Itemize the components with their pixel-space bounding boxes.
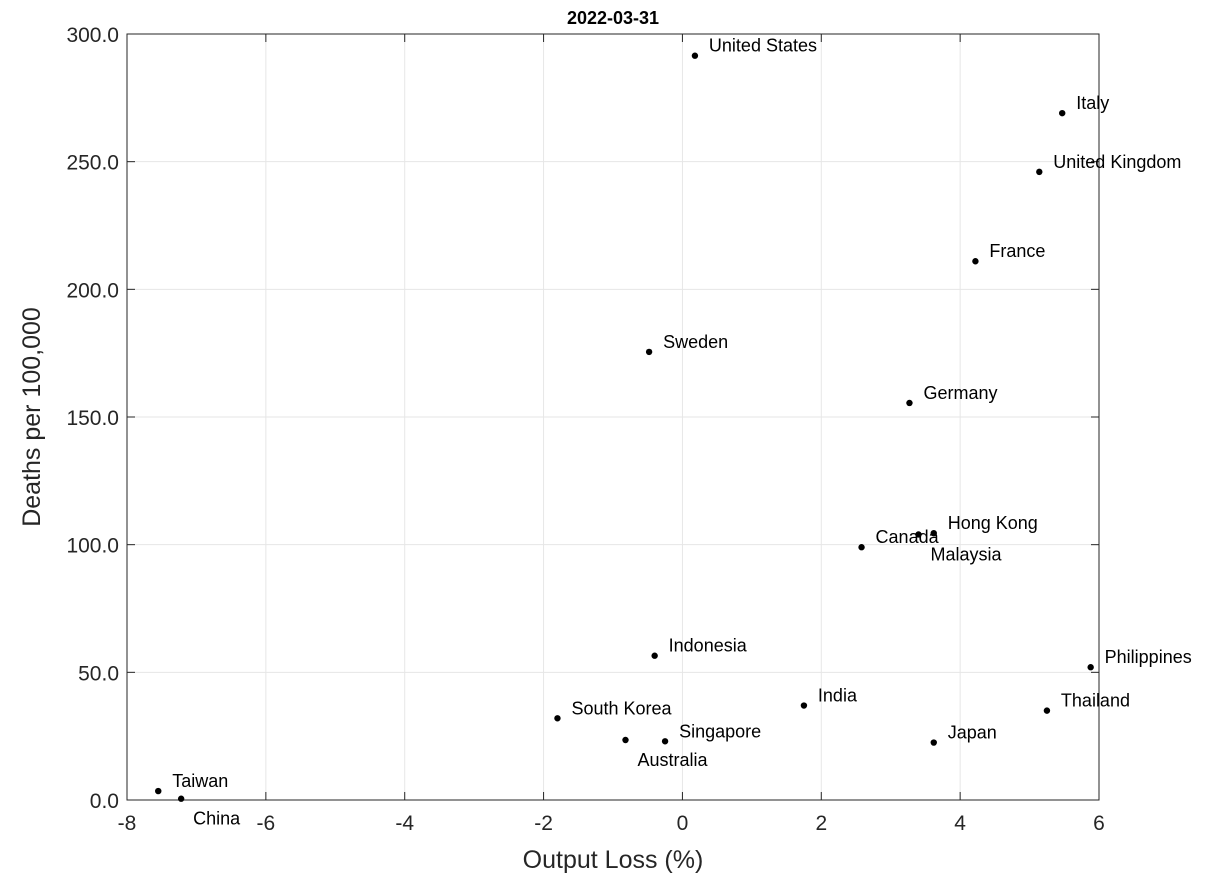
point-label: Singapore [679, 721, 761, 741]
point-label: Germany [923, 383, 997, 403]
axis-ticks [126, 33, 1100, 801]
data-point [651, 652, 658, 659]
x-tick-label: -8 [118, 812, 137, 835]
x-tick-label: 6 [1093, 812, 1105, 835]
y-tick-labels: 0.0 50.0 100.0 150.0 200.0 250.0 300.0 [66, 24, 119, 813]
point-label: Sweden [663, 332, 728, 352]
point-label: France [989, 241, 1045, 261]
x-tick-label: 0 [677, 812, 689, 835]
y-axis-label: Deaths per 100,000 [18, 307, 46, 527]
point-label: Italy [1076, 93, 1109, 113]
grid-lines [126, 33, 1100, 801]
data-points [155, 52, 1094, 802]
y-tick-label: 150.0 [66, 407, 119, 430]
data-point [622, 736, 629, 744]
point-label: United Kingdom [1053, 152, 1181, 172]
data-point [930, 739, 937, 746]
point-label: Philippines [1105, 647, 1192, 667]
data-point [972, 258, 979, 265]
y-tick-label: 100.0 [66, 535, 119, 558]
point-label: Japan [948, 723, 997, 743]
data-point [906, 399, 913, 407]
y-tick-label: 200.0 [66, 279, 119, 302]
data-point [915, 531, 922, 538]
data-point [155, 787, 162, 795]
x-tick-label: 2 [815, 812, 827, 835]
data-point [177, 795, 185, 802]
x-tick-label: 4 [954, 812, 966, 835]
point-label: China [193, 809, 241, 829]
data-point [1087, 664, 1094, 671]
y-tick-label: 50.0 [78, 662, 119, 685]
point-label: India [818, 686, 858, 706]
data-point [691, 52, 699, 59]
point-label: Hong Kong [948, 513, 1038, 533]
data-point [1043, 707, 1051, 714]
point-label: United States [709, 36, 817, 56]
data-point [645, 348, 653, 356]
point-label: Canada [876, 527, 940, 547]
x-axis-label: Output Loss (%) [523, 846, 704, 874]
x-tick-label: -2 [534, 812, 553, 835]
data-point [800, 702, 808, 709]
point-label: Taiwan [172, 771, 228, 791]
data-point [554, 715, 561, 722]
point-label: Thailand [1061, 691, 1130, 711]
y-tick-label: 0.0 [90, 790, 119, 813]
data-point [930, 529, 937, 537]
point-label: Indonesia [669, 636, 748, 656]
data-point [1059, 109, 1066, 117]
data-point [1036, 168, 1043, 176]
data-point [661, 738, 669, 745]
chart-title: 2022-03-31 [567, 8, 659, 28]
y-tick-label: 250.0 [66, 152, 119, 175]
x-tick-labels: -8 -6 -4 -2 0 2 4 6 [118, 812, 1105, 835]
point-label: South Korea [571, 698, 672, 718]
point-label: Australia [637, 750, 708, 770]
point-label: Malaysia [930, 544, 1002, 564]
y-tick-label: 300.0 [66, 24, 119, 47]
x-tick-label: -4 [395, 812, 414, 835]
point-labels: United States Italy United Kingdom France Sw… [172, 36, 1191, 829]
x-tick-label: -6 [257, 812, 276, 835]
data-point [858, 544, 865, 551]
